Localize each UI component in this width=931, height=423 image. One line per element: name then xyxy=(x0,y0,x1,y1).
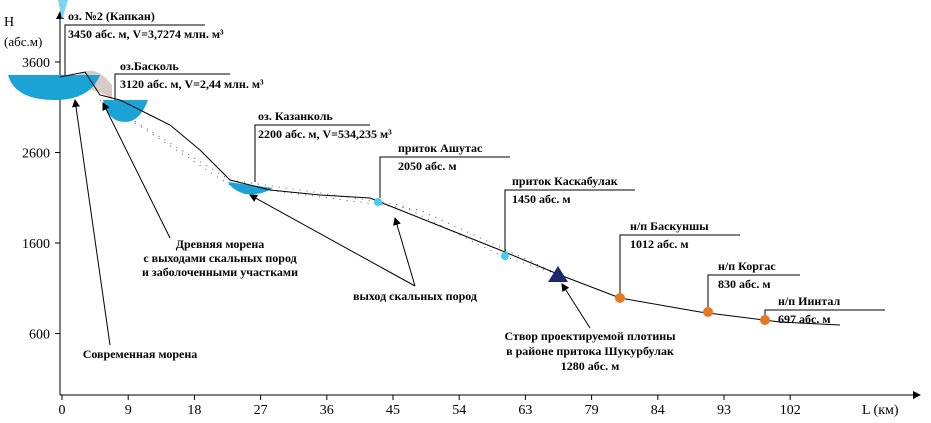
x-tick-label: 27 xyxy=(254,403,268,418)
callouts: оз. №2 (Капкан) 3450 абс. м, V=3,7274 мл… xyxy=(68,9,840,326)
lake-kazankol xyxy=(228,182,273,195)
note: Створ проектируемой плотины xyxy=(504,329,676,343)
callout-detail: 830 абс. м xyxy=(718,277,771,291)
callout-detail: 3120 абс. м, V=2,44 млн. м³ xyxy=(120,77,264,91)
lake-baskol xyxy=(103,100,148,122)
tributary-point xyxy=(374,198,382,206)
notes: Древняя морена с выходами скальных пород… xyxy=(83,237,676,373)
ticks: 3600 2600 1600 600 0 9 18 27 36 45 54 63 79 84 93 102 xyxy=(22,56,801,418)
callout-detail: 2050 абс. м xyxy=(398,159,457,173)
lake-kapkan xyxy=(8,75,100,100)
note: 1280 абс. м xyxy=(561,359,620,373)
callout-title: н/п Иинтал xyxy=(778,294,840,308)
callout-detail: 697 абс. м xyxy=(778,312,831,326)
callout-title: оз. Казанколь xyxy=(258,109,333,123)
leaders xyxy=(64,24,885,346)
settlement-point xyxy=(703,307,713,317)
settlement-point xyxy=(615,293,625,303)
x-tick-label: 18 xyxy=(187,403,201,418)
waterfall xyxy=(58,0,68,20)
y-tick-label: 1600 xyxy=(22,237,50,252)
x-tick-label: 93 xyxy=(717,403,731,418)
note: выход скальных пород xyxy=(353,289,477,303)
x-label: L (км) xyxy=(862,403,899,418)
callout-title: н/п Баскуншы xyxy=(630,219,709,233)
note: и заболоченными участками xyxy=(142,265,298,279)
x-tick-label: 102 xyxy=(780,403,801,418)
x-tick-label: 63 xyxy=(518,403,532,418)
settlement-point xyxy=(760,315,770,325)
note: Древняя морена xyxy=(176,237,265,251)
tributary-point xyxy=(501,252,509,260)
y-label: H xyxy=(4,15,14,30)
x-tick-label: 54 xyxy=(452,403,466,418)
note: с выходами скальных пород xyxy=(143,251,296,265)
x-tick-label: 36 xyxy=(320,403,334,418)
x-tick-label: 84 xyxy=(651,403,665,418)
axes: H (абс.м) L (км) xyxy=(4,11,921,418)
x-tick-label: 45 xyxy=(386,403,400,418)
x-tick-label: 0 xyxy=(59,403,66,418)
callout-detail: 1012 абс. м xyxy=(630,237,689,251)
callout-detail: 2200 абс. м, V=534,235 м³ xyxy=(258,127,392,141)
callout-title: оз.Басколь xyxy=(120,59,179,73)
dam-marker xyxy=(548,266,568,282)
callout-title: приток Каскабулак xyxy=(512,174,618,188)
y-tick-label: 3600 xyxy=(22,56,50,71)
x-tick-label: 79 xyxy=(585,403,599,418)
callout-detail: 1450 абс. м xyxy=(512,192,571,206)
x-tick-label: 9 xyxy=(125,403,132,418)
callout-title: приток Ашутас xyxy=(398,141,483,155)
note: Современная морена xyxy=(83,347,198,361)
note: в районе притока Шукурбулак xyxy=(506,344,674,358)
y-tick-label: 2600 xyxy=(22,147,50,162)
callout-title: оз. №2 (Капкан) xyxy=(68,9,155,23)
callout-detail: 3450 абс. м, V=3,7274 млн. м³ xyxy=(68,27,224,41)
y-tick-label: 600 xyxy=(29,328,50,343)
y-unit: (абс.м) xyxy=(4,34,42,49)
callout-title: н/п Коргас xyxy=(718,259,776,273)
